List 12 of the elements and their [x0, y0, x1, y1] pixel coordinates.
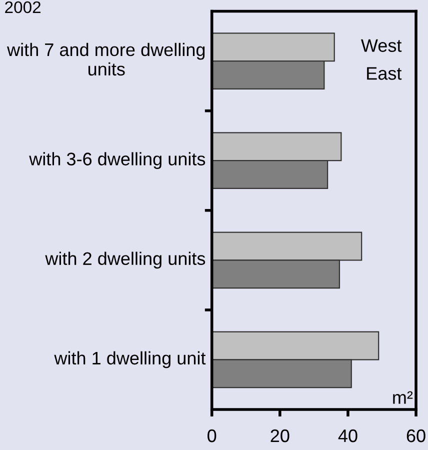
y-tick-label: with 7 and more dwelling units: [7, 42, 205, 76]
x-tick-label: 60: [406, 429, 426, 442]
y-tick-label: with 2 dwelling units: [45, 252, 206, 269]
y-tick-label: with 1 dwelling unit: [54, 351, 206, 368]
series-label: West: [360, 39, 402, 52]
x-tick-label: 40: [338, 429, 358, 442]
y-tick-label: with 3-6 dwelling units: [29, 152, 206, 170]
text: 2002: [5, 1, 41, 14]
x-tick-label: 20: [270, 429, 290, 442]
text: East: [367, 67, 402, 80]
x-tick-label: 0: [208, 429, 216, 442]
annotation: m²: [393, 391, 413, 404]
